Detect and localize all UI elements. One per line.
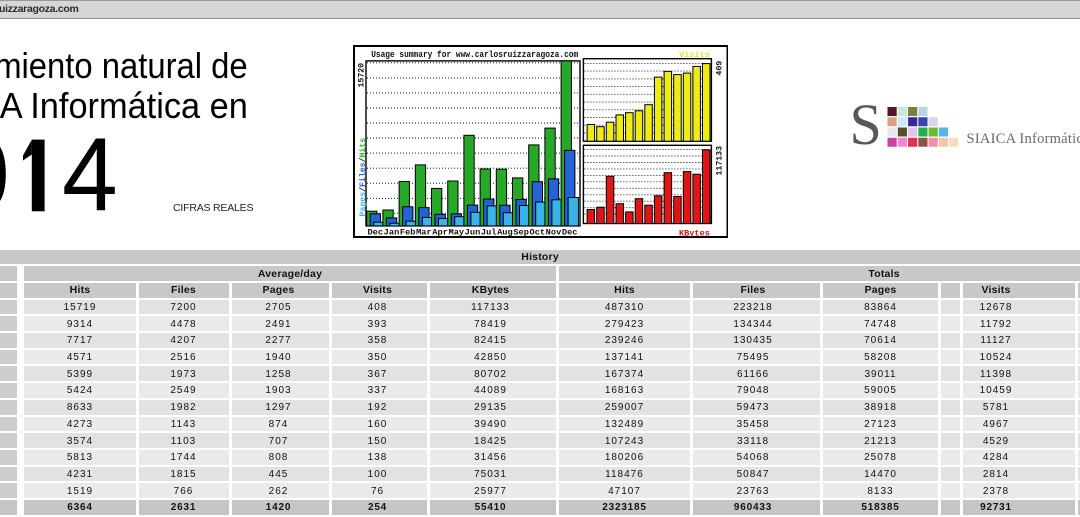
svg-text:Nov: Nov <box>545 227 561 237</box>
svg-text:Jul: Jul <box>480 227 496 237</box>
svg-text:Jan: Jan <box>383 227 399 237</box>
svg-text:Apr: Apr <box>432 227 448 237</box>
svg-text:Mar: Mar <box>416 227 432 237</box>
svg-text:Dec: Dec <box>367 227 383 237</box>
svg-text:Feb: Feb <box>399 227 415 237</box>
svg-text:May: May <box>448 227 464 237</box>
svg-text:Jun: Jun <box>464 227 480 237</box>
svg-text:117133: 117133 <box>715 146 724 176</box>
svg-text:Dec: Dec <box>561 227 577 237</box>
svg-text:Oct: Oct <box>529 227 545 237</box>
svg-text:15720: 15720 <box>357 63 366 88</box>
svg-text:Aug: Aug <box>497 227 513 237</box>
svg-text:409: 409 <box>715 60 724 75</box>
svg-text:Pages/Files/Hits: Pages/Files/Hits <box>358 138 368 217</box>
svg-text:Usage summary for www.carlosru: Usage summary for www.carlosruizzaragoza… <box>371 50 579 60</box>
svg-text:Sep: Sep <box>513 227 529 237</box>
svg-text:KBytes: KBytes <box>678 228 709 238</box>
svg-text:Visits: Visits <box>678 50 709 60</box>
